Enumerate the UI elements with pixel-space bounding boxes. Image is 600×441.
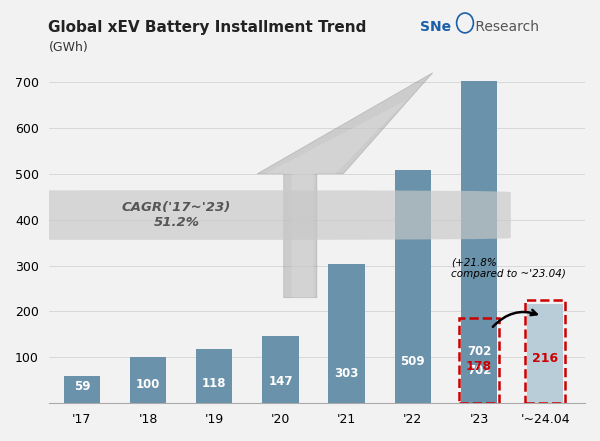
Text: 59: 59 [74, 380, 90, 393]
Polygon shape [265, 100, 406, 298]
FancyBboxPatch shape [0, 190, 511, 240]
Text: 702: 702 [467, 365, 491, 377]
Text: (+21.8%
compared to ~'23.04): (+21.8% compared to ~'23.04) [451, 258, 566, 279]
Text: 178: 178 [466, 360, 492, 373]
Bar [64, 376, 100, 403]
Text: 303: 303 [334, 367, 359, 380]
Bar [525, 300, 565, 403]
Bar [461, 81, 497, 403]
Bar [459, 318, 499, 403]
Bar [395, 170, 431, 403]
Text: CAGR('17~'23)
51.2%: CAGR('17~'23) 51.2% [122, 201, 231, 229]
Bar [196, 349, 232, 403]
Text: 216: 216 [532, 352, 559, 365]
Text: SNe: SNe [420, 20, 451, 34]
Bar [130, 357, 166, 403]
Polygon shape [257, 73, 433, 298]
Text: Global xEV Battery Installment Trend: Global xEV Battery Installment Trend [48, 20, 367, 35]
Bar [262, 336, 299, 403]
Text: (GWh): (GWh) [49, 41, 88, 54]
Text: 509: 509 [401, 355, 425, 368]
Bar [527, 304, 563, 403]
Text: 702: 702 [467, 345, 491, 358]
Text: Research: Research [471, 20, 539, 34]
Text: 147: 147 [268, 375, 293, 388]
Text: 118: 118 [202, 377, 226, 390]
Text: 100: 100 [136, 378, 160, 391]
Bar [328, 264, 365, 403]
